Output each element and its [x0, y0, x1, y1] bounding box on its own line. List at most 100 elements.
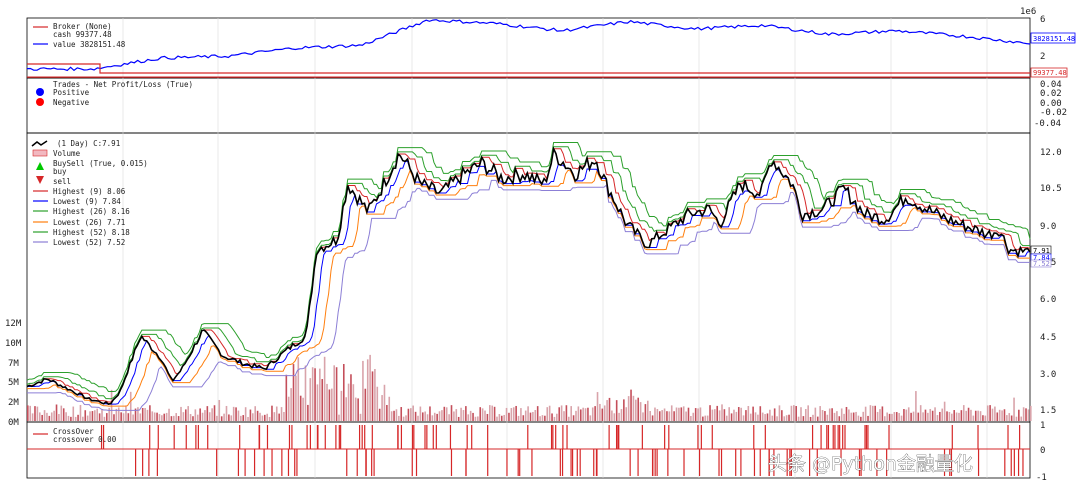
volume-bar [31, 413, 34, 421]
volume-bar [699, 407, 702, 421]
volume-bar [1006, 415, 1008, 421]
volume-bar [623, 399, 625, 421]
volume-bar [757, 414, 759, 421]
volume-bar [163, 413, 166, 421]
volume-bar [886, 412, 888, 421]
volume-bar [266, 413, 268, 421]
volume-bar [232, 406, 235, 421]
volume-bar [828, 408, 831, 421]
volume-bar [443, 406, 446, 421]
price-indicator-lines [26, 142, 1031, 411]
price-legend: (1 Day) C:7.91 Volume BuySell (True, 0.0… [31, 139, 148, 247]
volume-bar [319, 368, 321, 421]
volume-bar [934, 407, 936, 421]
volume-bar [91, 411, 94, 421]
volume-bar [654, 407, 656, 421]
volume-bar [943, 401, 946, 421]
volume-bar [725, 415, 728, 421]
volume-bar [295, 375, 297, 421]
volume-bar [649, 411, 651, 421]
cash-badge-box [1030, 67, 1068, 78]
volume-bar [515, 405, 517, 421]
volume-bar [745, 410, 747, 421]
highest-26-line [26, 146, 1030, 400]
volume-bar [450, 405, 453, 421]
volume-bar [280, 407, 283, 421]
volume-bar [584, 408, 587, 421]
value-line [26, 19, 1031, 72]
volume-bar [165, 412, 168, 421]
volume-bar [297, 357, 300, 421]
volume-bar [462, 410, 465, 421]
volume-bar [48, 415, 51, 421]
value-badge: 3828151.48 [1033, 35, 1075, 43]
cross-ytick-1: 1 [1040, 421, 1045, 431]
volume-bar [132, 414, 134, 421]
volume-bar [177, 416, 180, 421]
volume-bar [103, 416, 106, 421]
volume-bar [773, 408, 776, 421]
sell-triangle-icon [36, 176, 44, 184]
volume-bar [407, 408, 410, 421]
volume-bar [74, 416, 77, 421]
volume-bar [599, 403, 601, 421]
volume-bar [675, 407, 678, 421]
volume-bar [489, 405, 491, 421]
volume-bar [845, 406, 848, 421]
volume-bar [321, 379, 324, 421]
volume-bar [972, 415, 975, 421]
volume-bar [994, 406, 996, 421]
volume-bar [431, 415, 434, 421]
lowest9-badge: 7.84 [1033, 254, 1050, 262]
volume-bar [678, 407, 680, 421]
volume-bar [290, 388, 292, 421]
volume-bar [299, 395, 302, 421]
volume-bar [472, 412, 474, 421]
volume-bar [668, 411, 671, 421]
volume-bar [807, 405, 809, 421]
volume-bar [275, 406, 278, 421]
volume-bar [879, 409, 881, 421]
volume-bar [929, 408, 932, 421]
volume-bar [134, 408, 137, 421]
volume-bar [802, 416, 805, 421]
volume-bar [208, 412, 211, 421]
highest-9-line [26, 148, 1031, 403]
trades-ytick-4: -0.04 [1034, 119, 1061, 129]
volume-bar [843, 413, 845, 421]
legend-sell: sell [53, 177, 71, 186]
volume-bar [960, 410, 963, 421]
volume-bar [448, 414, 450, 421]
volume-tick-7m: 7M [8, 359, 19, 369]
volume-bar [857, 415, 860, 421]
volume-bar [400, 407, 403, 421]
volume-bar [156, 412, 158, 421]
volume-bar [113, 414, 115, 421]
volume-bar [505, 407, 508, 421]
volume-bar [326, 383, 328, 421]
volume-bar [891, 413, 893, 421]
volume-bar [383, 384, 386, 421]
volume-bar [704, 415, 707, 421]
crossover-panel [26, 421, 1031, 479]
volume-bar [795, 406, 798, 421]
volume-bar [153, 412, 156, 421]
volume-bar [230, 415, 233, 421]
close-price-line [26, 146, 1031, 405]
volume-bar [36, 406, 39, 421]
volume-bar [158, 414, 161, 421]
volume-bar [625, 407, 628, 421]
volume-tick-0m: 0M [8, 418, 19, 428]
volume-bar [615, 400, 618, 421]
volume-bar [721, 404, 723, 421]
volume-bar [50, 412, 53, 421]
volume-bar [168, 408, 170, 421]
exponent-label: 1e6 [1020, 7, 1036, 17]
volume-bar [809, 416, 812, 421]
volume-bar [565, 405, 568, 421]
vertical-gridlines [122, 18, 988, 478]
volume-bar [304, 365, 307, 421]
volume-bar [137, 407, 139, 421]
volume-bar [101, 409, 103, 421]
volume-bar [989, 405, 991, 421]
